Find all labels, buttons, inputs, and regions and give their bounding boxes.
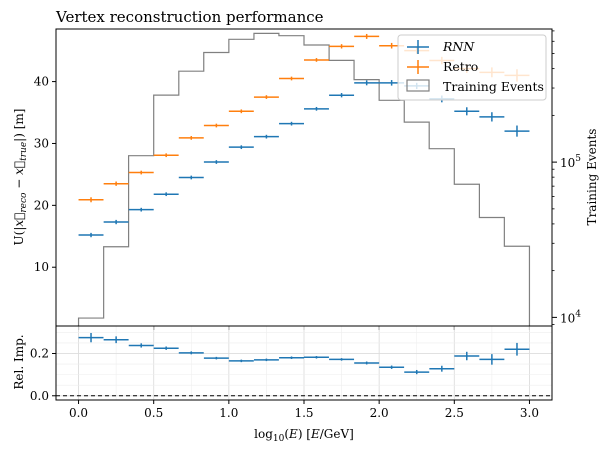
rel-imp-point	[203, 356, 229, 360]
ratio-panel: 0.0 0.5 1.0 1.5 2.0 2.5 3.0 0.0 0.2 Rel. Imp. lo…	[12, 325, 553, 444]
x-tick-label: 3.0	[520, 406, 539, 420]
retro-point	[153, 153, 179, 158]
rel-imp-point	[354, 361, 380, 365]
rel-imp-point	[404, 369, 430, 375]
rnn-point	[253, 134, 279, 139]
rnn-point	[479, 112, 505, 122]
rel-imp-point	[454, 351, 480, 361]
retro-point	[203, 123, 229, 128]
rnn-point	[128, 207, 154, 212]
retro-point	[253, 95, 279, 99]
rel-imp-point	[429, 365, 455, 372]
main-panel: 10 20 30 40 104 105 Vertex reconstruction per…	[12, 8, 599, 330]
ratio-y-axis-label: Rel. Imp.	[12, 334, 26, 389]
legend-box	[397, 34, 547, 101]
rnn-point	[279, 121, 304, 126]
rnn-point	[203, 160, 229, 164]
legend-entry-retro: Retro	[407, 59, 478, 74]
x-tick-label: 1.5	[294, 406, 313, 420]
ratio-plot-axes: 0.0 0.5 1.0 1.5 2.0 2.5 3.0 0.0 0.2	[30, 346, 539, 420]
rnn-point	[304, 106, 329, 111]
rel-imp-point	[504, 342, 530, 356]
legend-label-rnn: RNN	[442, 39, 475, 54]
y-tick-label: 10	[34, 260, 49, 274]
retro-point	[178, 136, 204, 140]
rnn-point	[78, 232, 104, 238]
y-axis-label: U(|x⃗reco − x⃗true|) [m]	[12, 109, 29, 246]
rnn-point	[504, 125, 530, 137]
rnn-point	[228, 145, 254, 150]
retro-point	[78, 197, 104, 203]
rnn-point	[153, 192, 179, 197]
retro-point	[354, 33, 380, 39]
ratio-plot-series	[78, 332, 530, 375]
histogram-step-line	[77, 32, 531, 326]
x-axis-label: log10(E) [E/GeV]	[254, 427, 354, 444]
rnn-point	[178, 175, 204, 180]
retro-point	[103, 181, 129, 186]
rnn-point	[329, 93, 355, 98]
rnn-point	[354, 80, 380, 86]
legend-label-training-events: Training Events	[443, 79, 544, 94]
x-tick-label: 0.5	[144, 406, 163, 420]
y-tick-label: 40	[34, 75, 49, 89]
retro-point	[228, 109, 254, 114]
legend-label-retro: Retro	[443, 59, 478, 74]
y2-axis-label: Training Events	[585, 129, 599, 226]
training-events-histogram	[77, 32, 531, 326]
y2-tick-label: 105	[560, 154, 581, 170]
rel-imp-point	[128, 343, 154, 348]
x-tick-label: 2.0	[370, 406, 389, 420]
rel-imp-point	[304, 356, 329, 359]
retro-point	[304, 58, 329, 62]
retro-point	[279, 76, 304, 81]
rel-imp-point	[228, 359, 254, 363]
rel-imp-point	[279, 356, 304, 359]
ratio-y-tick-label: 0.2	[30, 346, 49, 360]
rel-imp-point	[479, 354, 505, 365]
y2-tick-label: 104	[560, 309, 581, 325]
rel-imp-point	[78, 332, 104, 343]
rel-imp-point	[379, 365, 405, 369]
rel-imp-point	[329, 358, 355, 361]
chart-title: Vertex reconstruction performance	[55, 8, 324, 26]
x-tick-label: 2.5	[445, 406, 464, 420]
x-tick-label: 1.0	[219, 406, 238, 420]
ratio-y-tick-label: 0.0	[30, 389, 49, 403]
rnn-point	[454, 107, 480, 116]
ratio-plot-grid	[56, 326, 552, 400]
rel-imp-point	[103, 336, 129, 344]
legend-entry-rnn: RNN	[407, 39, 475, 54]
rnn-point	[103, 219, 129, 225]
rel-imp-point	[253, 358, 279, 362]
retro-point	[128, 170, 154, 175]
rel-imp-point	[153, 346, 179, 350]
y-tick-label: 30	[34, 136, 49, 150]
legend: RNN Retro Training Events	[397, 34, 547, 101]
legend-entry-training-events: Training Events	[406, 79, 544, 94]
x-tick-label: 0.0	[69, 406, 88, 420]
y-tick-label: 20	[34, 198, 49, 212]
rel-imp-point	[178, 351, 204, 355]
retro-point	[329, 44, 355, 49]
